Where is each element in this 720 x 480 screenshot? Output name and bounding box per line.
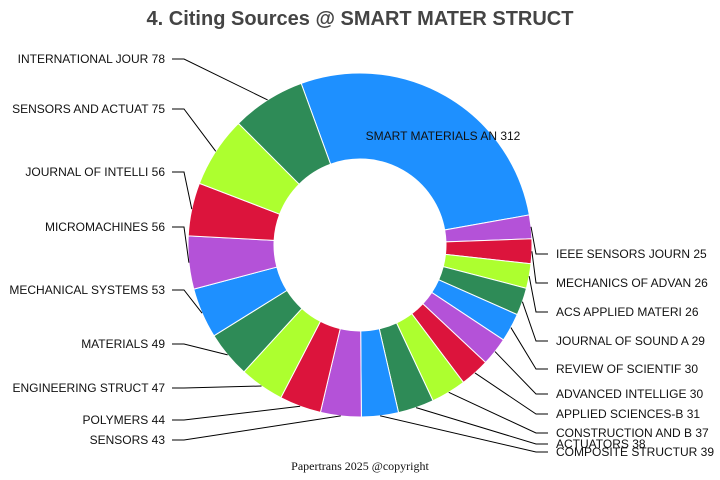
leader-line-advanced-intellige xyxy=(494,351,548,395)
leader-line-mechanical-systems xyxy=(172,289,203,314)
slice-label-journal-of-sound-a: JOURNAL OF SOUND A 29 xyxy=(556,334,705,348)
slice-label-engineering-struct: ENGINEERING STRUCT 47 xyxy=(13,381,166,395)
leader-line-journal-of-sound-a xyxy=(521,301,548,342)
copyright-footer: Papertrans 2025 @copyright xyxy=(291,459,429,473)
chart-title: 4. Citing Sources @ SMART MATER STRUCT xyxy=(147,8,574,30)
leader-line-sensors-and-actuat xyxy=(172,108,217,152)
slice-label-construction-and-b: CONSTRUCTION AND B 37 xyxy=(556,426,709,440)
leader-line-materials xyxy=(172,343,228,356)
slice-label-micromachines: MICROMACHINES 56 xyxy=(45,220,165,234)
slice-label-mechanical-systems: MECHANICAL SYSTEMS 53 xyxy=(9,283,165,297)
leader-line-applied-sciences-b xyxy=(474,372,548,415)
leader-line-review-of-scientif xyxy=(510,327,548,370)
slice-group xyxy=(187,72,533,418)
slice-label-group: SMART MATERIALS AN 312 IEEE SENSORS JOURN… xyxy=(9,52,714,459)
slice-label-polymers: POLYMERS 44 xyxy=(83,413,166,427)
leader-line-micromachines xyxy=(172,226,190,263)
slice-label-actuators: ACTUATORS 38 xyxy=(556,437,646,451)
slice-label-applied-sciences-b: APPLIED SCIENCES-B 31 xyxy=(556,407,700,421)
slice-label-acs-applied-materi: ACS APPLIED MATERI 26 xyxy=(556,305,699,319)
slice-smart-materials-an xyxy=(300,72,530,231)
slice-international-jour xyxy=(237,82,332,185)
slice-label-international-jour: INTERNATIONAL JOUR 78 xyxy=(18,52,166,66)
slice-label-materials: MATERIALS 49 xyxy=(81,337,165,351)
slice-label-smart-materials-an: SMART MATERIALS AN 312 xyxy=(366,129,521,143)
slice-label-advanced-intellige: ADVANCED INTELLIGE 30 xyxy=(556,387,703,401)
slice-label-mechanics-of-advan: MECHANICS OF ADVAN 26 xyxy=(556,276,708,290)
leader-line-construction-and-b xyxy=(448,391,548,434)
leader-line-actuators xyxy=(415,407,548,445)
leader-line-group xyxy=(172,58,548,453)
leader-line-sensors xyxy=(172,415,341,441)
leader-line-journal-of-intelli xyxy=(172,171,193,210)
slice-label-composite-structur: COMPOSITE STRUCTUR 39 xyxy=(556,445,714,459)
leader-line-ieee-sensors-journ xyxy=(530,226,548,255)
leader-line-mechanics-of-advan xyxy=(531,251,548,284)
slice-label-sensors-and-actuat: SENSORS AND ACTUAT 75 xyxy=(12,102,165,116)
slice-label-review-of-scientif: REVIEW OF SCIENTIF 30 xyxy=(556,362,698,376)
leader-line-engineering-struct xyxy=(172,385,262,389)
slice-label-ieee-sensors-journ: IEEE SENSORS JOURN 25 xyxy=(556,247,707,261)
leader-line-polymers xyxy=(172,405,301,421)
leader-line-acs-applied-materi xyxy=(528,276,548,313)
slice-label-sensors: SENSORS 43 xyxy=(90,433,166,447)
leader-line-composite-structur xyxy=(379,415,548,453)
slice-label-journal-of-intelli: JOURNAL OF INTELLI 56 xyxy=(25,165,165,179)
leader-line-international-jour xyxy=(172,58,268,101)
